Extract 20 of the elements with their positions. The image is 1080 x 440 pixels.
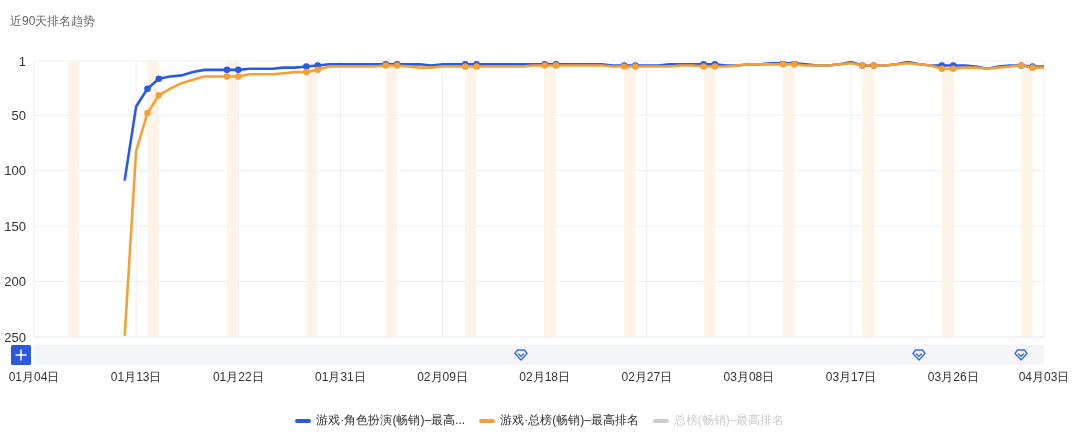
y-tick-label: 50	[11, 107, 26, 123]
x-tick-label: 03月26日	[927, 369, 979, 384]
y-tick-label: 200	[4, 274, 26, 290]
chart-title: 近90天排名趋势	[10, 13, 96, 30]
y-tick-label: 250	[4, 329, 26, 345]
y-tick-label: 1	[18, 53, 26, 69]
x-tick-label: 04月03日	[1018, 369, 1070, 384]
x-tick-label: 03月08日	[723, 369, 775, 384]
x-tick-label: 01月22日	[212, 369, 264, 384]
x-tick-label: 03月17日	[825, 369, 877, 384]
x-tick-label: 01月13日	[110, 369, 162, 384]
x-tick-label: 01月31日	[315, 369, 366, 384]
x-tick-label: 02月27日	[621, 369, 673, 384]
x-tick-label: 02月18日	[519, 369, 571, 384]
y-tick-label: 100	[4, 163, 26, 179]
y-tick-label: 150	[4, 218, 26, 234]
x-tick-label: 01月04日	[8, 369, 60, 384]
legend-label: 游戏·角色扮演(畅销)–最高...	[316, 412, 466, 429]
legend-label: 游戏·总榜(畅销)–最高排名	[500, 412, 639, 429]
x-tick-label: 02月09日	[417, 369, 468, 384]
